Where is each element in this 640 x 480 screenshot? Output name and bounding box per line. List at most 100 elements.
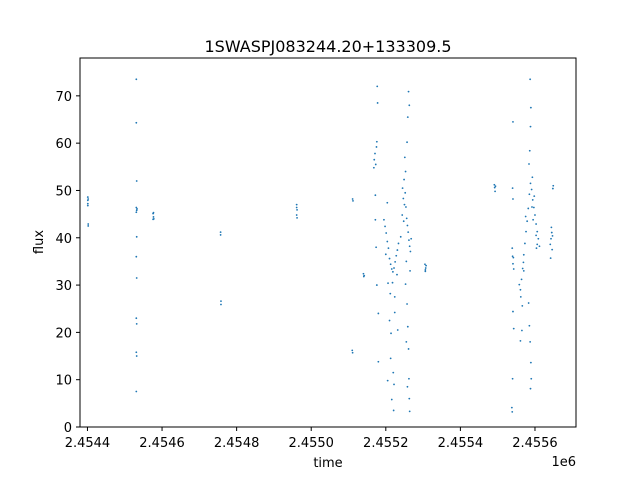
data-point <box>351 198 354 200</box>
data-point <box>135 322 138 325</box>
data-point <box>538 245 541 248</box>
data-point <box>494 185 497 188</box>
data-point <box>532 218 535 221</box>
data-point <box>152 217 155 220</box>
data-point <box>352 199 354 202</box>
data-point <box>375 246 378 249</box>
x-tick-label: 2.4548 <box>214 436 260 451</box>
data-point <box>522 269 525 272</box>
data-point <box>135 209 138 212</box>
data-point <box>511 247 514 250</box>
data-point <box>391 270 394 273</box>
data-point <box>374 163 377 166</box>
data-point <box>404 191 407 194</box>
data-point <box>295 214 298 216</box>
data-point <box>86 204 89 207</box>
data-point <box>136 208 138 210</box>
data-point <box>511 410 514 413</box>
data-point <box>536 243 539 246</box>
data-point <box>385 232 388 234</box>
data-point <box>296 208 298 211</box>
data-point <box>392 409 395 412</box>
data-point <box>526 220 529 223</box>
data-point <box>410 237 413 240</box>
data-point <box>407 90 410 93</box>
data-point <box>409 269 411 272</box>
data-point <box>384 225 386 228</box>
data-point <box>387 282 389 285</box>
x-tick-label: 2.4546 <box>139 436 185 451</box>
y-tick-label: 30 <box>55 279 72 294</box>
data-point <box>407 231 410 233</box>
data-point <box>388 257 391 260</box>
data-point <box>536 230 539 233</box>
data-point <box>528 163 530 165</box>
x-tick-label: 2.4554 <box>438 436 484 451</box>
data-point <box>295 203 298 206</box>
data-point <box>386 379 389 382</box>
data-point <box>135 355 138 357</box>
data-point <box>296 217 298 219</box>
data-point <box>390 398 393 401</box>
data-point <box>363 274 366 277</box>
data-point <box>511 187 514 190</box>
data-point <box>376 85 379 88</box>
data-point <box>529 387 532 390</box>
data-point <box>408 104 411 107</box>
data-point <box>402 220 405 223</box>
data-point <box>406 224 409 227</box>
data-point <box>389 357 392 360</box>
data-point <box>393 311 396 314</box>
data-point <box>408 397 411 400</box>
data-point <box>86 202 89 205</box>
data-point <box>375 140 378 143</box>
x-tick-label: 2.4552 <box>363 436 409 451</box>
data-point <box>528 193 531 196</box>
data-point <box>375 146 378 148</box>
data-point <box>532 206 535 209</box>
y-tick-label: 40 <box>55 232 72 247</box>
data-point <box>529 340 532 343</box>
data-point <box>519 288 522 291</box>
data-point <box>135 277 138 279</box>
data-point <box>135 255 138 258</box>
data-point <box>527 302 530 304</box>
data-point <box>152 211 155 214</box>
data-point <box>512 262 514 265</box>
data-point <box>388 319 391 322</box>
x-tick-label: 2.4550 <box>288 436 334 451</box>
data-point <box>535 234 537 237</box>
y-axis-ticks: 0 10 20 30 40 50 60 70 <box>55 90 80 436</box>
data-point <box>135 351 138 354</box>
data-point <box>404 170 407 173</box>
data-point <box>401 187 404 190</box>
data-point <box>135 235 138 238</box>
data-point <box>397 242 400 245</box>
data-point <box>401 214 404 216</box>
data-point <box>390 268 393 270</box>
data-point <box>533 195 536 198</box>
data-point <box>525 230 527 233</box>
x-tick-label: 2.4544 <box>65 436 111 451</box>
data-point <box>135 317 138 320</box>
data-point <box>512 327 515 330</box>
y-tick-label: 70 <box>55 90 72 105</box>
data-point <box>494 190 496 193</box>
data-point <box>405 206 407 208</box>
data-point <box>135 390 138 393</box>
data-point <box>424 270 427 273</box>
data-point <box>424 263 426 266</box>
data-point <box>552 184 555 187</box>
data-point <box>383 218 385 221</box>
data-point <box>384 253 387 256</box>
data-point <box>408 410 411 413</box>
data-point <box>393 267 395 269</box>
y-tick-label: 0 <box>64 421 72 436</box>
data-point <box>402 197 405 200</box>
data-point <box>518 283 521 286</box>
data-point <box>511 255 514 258</box>
data-point <box>373 158 376 161</box>
data-point <box>87 225 90 227</box>
data-point <box>406 116 409 119</box>
